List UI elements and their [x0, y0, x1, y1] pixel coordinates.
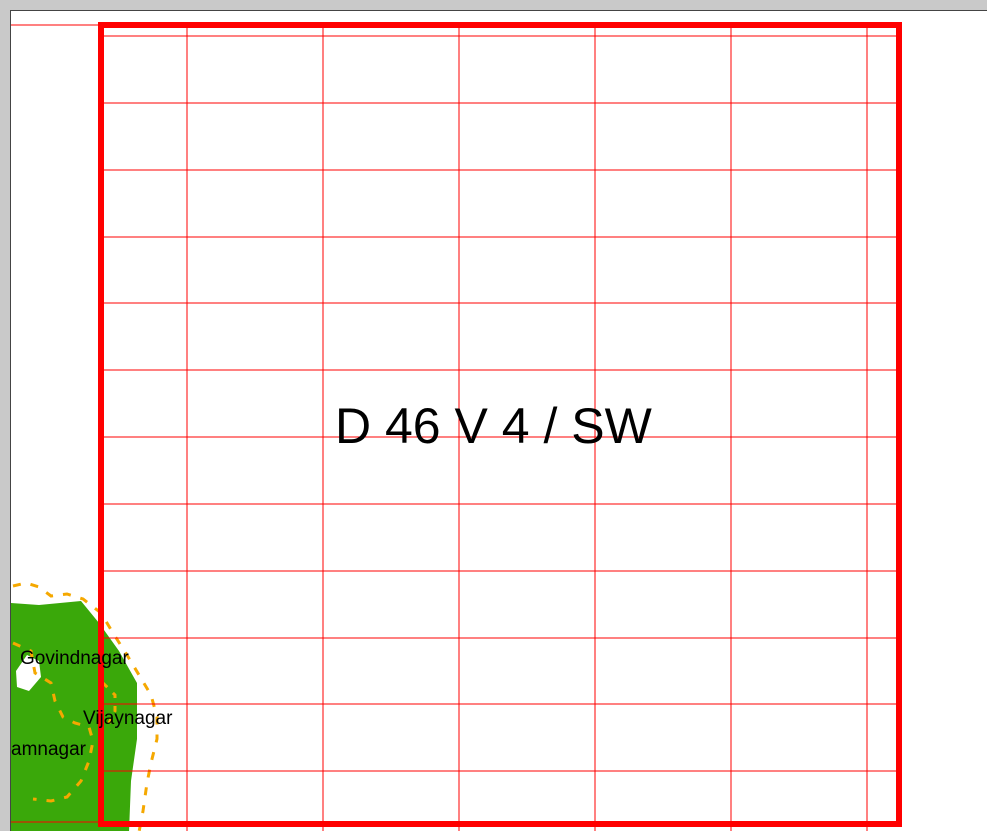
sheet-label: D 46 V 4 / SW: [335, 398, 652, 454]
green-land-area: [11, 601, 137, 831]
place-label-govindnagar: Govindnagar: [20, 648, 129, 669]
white-clearing: [16, 655, 41, 691]
sheet-border: [98, 22, 902, 827]
boundary-line-inner: [12, 641, 95, 803]
place-label-vijaynagar: Vijaynagar: [83, 708, 173, 729]
map-page: D 46 V 4 / SW Govindnagar Vijaynagar amn…: [10, 10, 987, 831]
place-label-ramnagar: amnagar: [11, 739, 86, 760]
map-canvas: [11, 22, 902, 831]
boundary-line: [12, 581, 159, 831]
